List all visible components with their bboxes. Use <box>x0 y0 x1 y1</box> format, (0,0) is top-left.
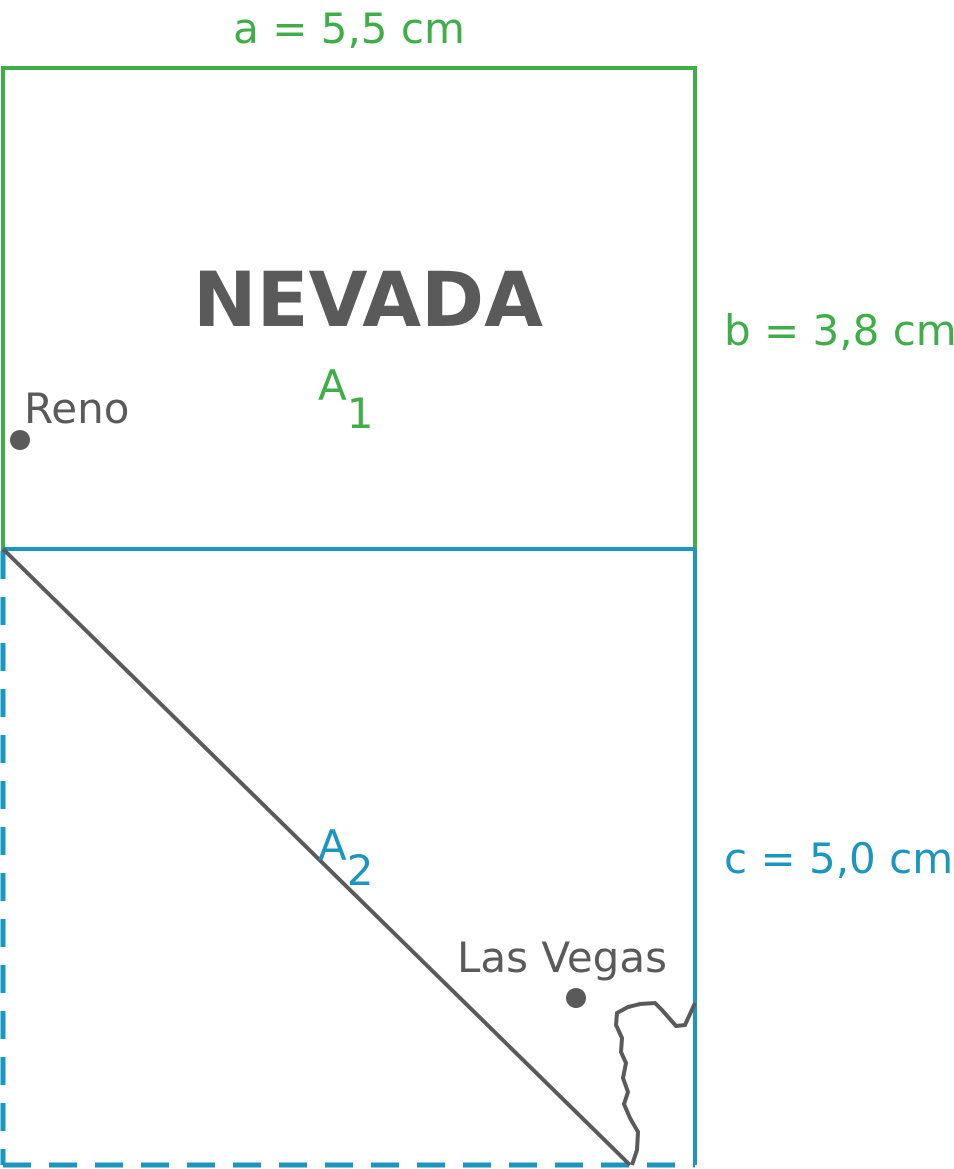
area-letter: A <box>318 821 347 870</box>
diagonal-border <box>1 547 632 1167</box>
area-label: A2 <box>318 821 373 895</box>
city-label: Reno <box>24 384 129 433</box>
dimension-b: b = 3,8 cm <box>724 306 954 355</box>
area-label: A1 <box>318 361 373 438</box>
area-index: 1 <box>347 389 374 438</box>
city-dot <box>10 430 30 450</box>
city-label: Las Vegas <box>457 933 667 982</box>
area-index: 2 <box>347 846 374 895</box>
state-title: NEVADA <box>193 255 543 344</box>
dimension-a: a = 5,5 cm <box>233 4 465 53</box>
river-border <box>613 1000 697 1166</box>
area-letter: A <box>318 361 347 410</box>
city-dot <box>566 988 586 1008</box>
dimension-c: c = 5,0 cm <box>724 834 953 883</box>
